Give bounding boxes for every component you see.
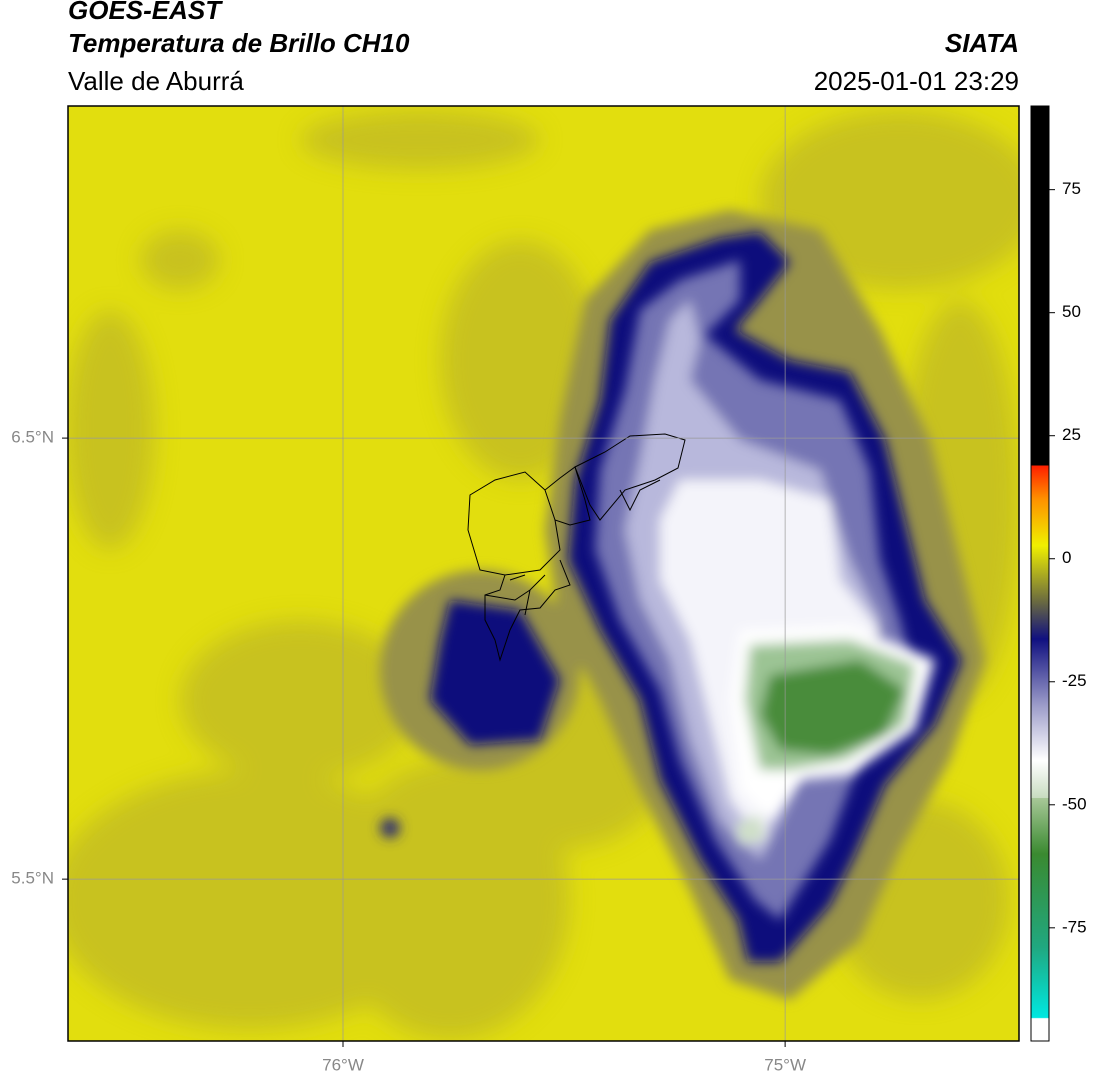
colorbar-tick-label: 0 xyxy=(1062,548,1071,567)
graticule xyxy=(68,106,1019,1041)
region: Valle de Aburrá xyxy=(68,66,244,96)
map-frame xyxy=(67,105,1020,1042)
colorbar-tick-label: -50 xyxy=(1062,794,1087,813)
lon-tick-label: 76°W xyxy=(322,1055,364,1074)
colorbar-tick-label: 75 xyxy=(1062,179,1081,198)
colorbar-tick-label: -25 xyxy=(1062,671,1087,690)
subtitle: Temperatura de Brillo CH10 xyxy=(68,28,410,58)
title: GOES-EAST xyxy=(68,0,223,25)
colorbar-tick-label: 50 xyxy=(1062,302,1081,321)
source: SIATA xyxy=(945,28,1019,58)
colorbar xyxy=(1030,105,1050,1042)
colorbar-tick-label: 25 xyxy=(1062,425,1081,444)
colorbar-tick-label: -75 xyxy=(1062,917,1087,936)
lon-tick-label: 75°W xyxy=(764,1055,806,1074)
lat-tick-label: 6.5°N xyxy=(11,428,54,447)
lat-tick-label: 5.5°N xyxy=(11,869,54,888)
datetime: 2025-01-01 23:29 xyxy=(814,66,1019,96)
municipality-borders xyxy=(467,433,686,662)
satellite-image xyxy=(68,106,1019,1041)
